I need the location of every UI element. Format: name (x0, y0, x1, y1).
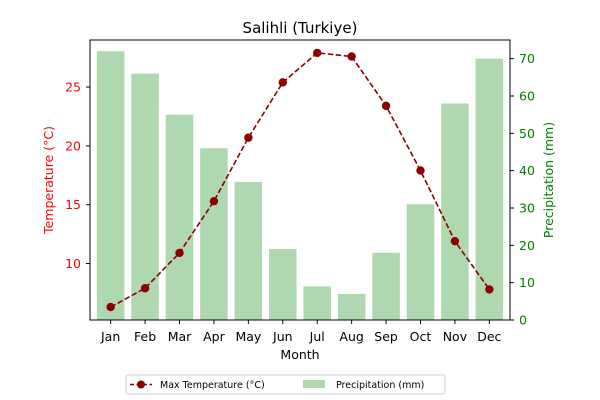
x-tick-label: Dec (477, 329, 501, 344)
x-axis: Jan Feb Mar Apr May Jun Jul Aug Sep Oct Nov Dec (100, 320, 502, 344)
left-y-tick-label: 20 (65, 138, 81, 153)
plot-frame (89, 39, 511, 321)
right-y-tick-label: 30 (519, 201, 535, 216)
temp-point-jan (106, 302, 115, 312)
right-y-tick-label: 50 (519, 126, 535, 141)
x-tick-label: Mar (168, 329, 192, 344)
left-y-tick-label: 10 (65, 256, 81, 271)
temp-point-jul (313, 48, 322, 58)
temp-point-aug (347, 52, 356, 61)
precip-bar-nov (441, 103, 469, 320)
x-tick-label: May (235, 329, 261, 344)
temp-point-apr (209, 196, 219, 206)
legend-label-precipitation: Precipitation (mm) (336, 380, 424, 391)
temp-point-mar (175, 248, 184, 258)
temp-point-may (244, 133, 253, 142)
legend-frame (125, 374, 446, 395)
x-tick-label: Aug (339, 329, 363, 344)
temp-point-nov (450, 236, 460, 246)
right-y-tick-label: 20 (519, 238, 535, 253)
precip-bar-jan (96, 51, 125, 320)
temperature-line-path (110, 52, 490, 308)
x-tick-label: Nov (443, 329, 468, 344)
precip-bar-may (234, 181, 263, 320)
temp-point-feb (140, 284, 150, 293)
left-y-axis: 10 15 20 25 (65, 80, 90, 271)
legend: Max Temperature (°C) Precipitation (mm) (125, 374, 446, 395)
x-tick-label: Apr (203, 329, 225, 344)
left-y-axis-label: Temperature (°C) (41, 126, 56, 235)
x-tick-label: Sep (374, 329, 398, 344)
precip-bar-aug (337, 293, 366, 320)
temp-point-sep (381, 101, 391, 111)
legend-marker-swatch (137, 380, 145, 389)
precip-bar-sep (372, 252, 400, 320)
x-tick-label: Oct (410, 329, 432, 344)
right-y-axis-label: Precipitation (mm) (541, 122, 556, 238)
left-y-tick-label: 25 (65, 80, 81, 95)
legend-bar-swatch (303, 380, 325, 388)
precip-bar-apr (200, 148, 228, 320)
left-y-tick-label: 15 (65, 197, 81, 212)
right-y-tick-label: 40 (519, 163, 535, 178)
legend-label-temperature: Max Temperature (°C) (160, 380, 265, 391)
x-tick-label: Jun (272, 329, 293, 344)
right-y-tick-label: 70 (519, 51, 535, 66)
temp-point-oct (416, 166, 425, 175)
temp-point-dec (485, 285, 494, 294)
x-tick-label: Jan (100, 329, 120, 344)
precip-bar-oct (406, 204, 435, 320)
x-axis-label: Month (280, 347, 319, 362)
right-y-tick-label: 10 (519, 275, 535, 290)
right-y-tick-label: 0 (519, 313, 527, 328)
temp-point-jun (278, 78, 287, 87)
temperature-line (106, 48, 494, 312)
x-tick-label: Jul (309, 329, 325, 344)
right-y-tick-label: 60 (519, 89, 535, 104)
precip-bar-mar (165, 114, 194, 321)
precipitation-bars (96, 51, 504, 321)
right-y-axis: 0 10 20 30 40 50 60 70 (510, 51, 535, 328)
x-tick-label: Feb (134, 329, 156, 344)
chart-title: Salihli (Turkiye) (243, 19, 358, 37)
precip-bar-jun (269, 249, 297, 320)
precip-bar-jul (303, 286, 331, 320)
precip-bar-dec (475, 58, 504, 321)
precip-bar-feb (131, 73, 159, 320)
